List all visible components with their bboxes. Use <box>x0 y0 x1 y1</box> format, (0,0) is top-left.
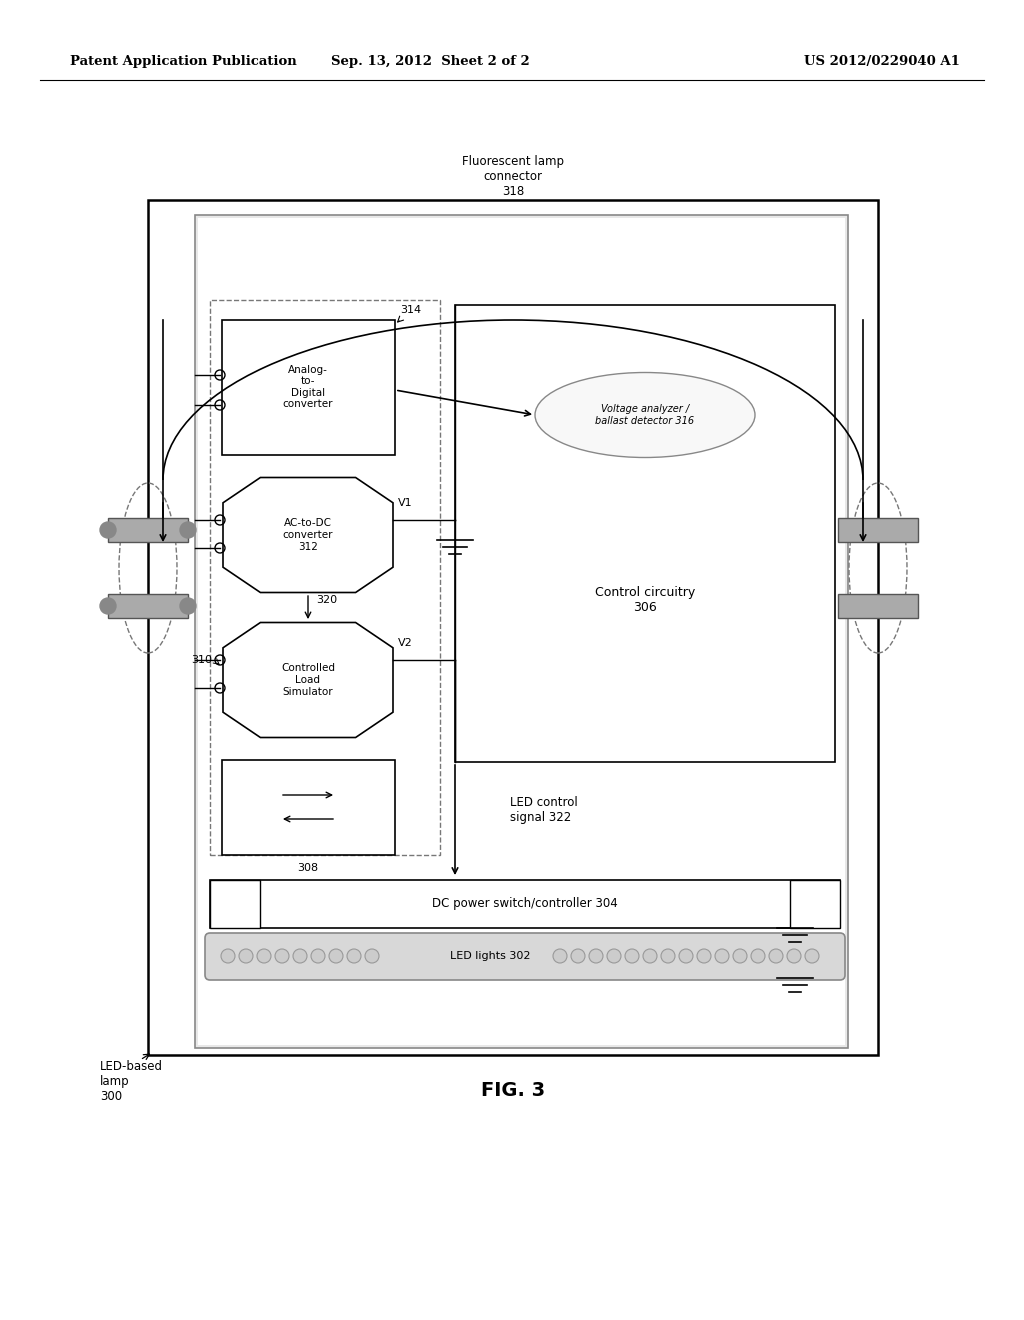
Text: DC power switch/controller 304: DC power switch/controller 304 <box>432 898 617 911</box>
Text: Sep. 13, 2012  Sheet 2 of 2: Sep. 13, 2012 Sheet 2 of 2 <box>331 55 529 69</box>
Circle shape <box>311 949 325 964</box>
Circle shape <box>769 949 783 964</box>
Bar <box>210 880 260 928</box>
Text: 308: 308 <box>297 863 318 873</box>
Text: LED control
signal 322: LED control signal 322 <box>510 796 578 824</box>
Text: Voltage analyzer /
ballast detector 316: Voltage analyzer / ballast detector 316 <box>595 404 694 426</box>
Text: LED-based
lamp
300: LED-based lamp 300 <box>100 1060 163 1104</box>
Circle shape <box>662 949 675 964</box>
Bar <box>148 201 878 1055</box>
Circle shape <box>787 949 801 964</box>
Circle shape <box>257 949 271 964</box>
Bar <box>790 880 840 928</box>
Bar <box>455 305 835 762</box>
Circle shape <box>625 949 639 964</box>
Bar <box>108 517 188 543</box>
Bar <box>222 760 395 855</box>
Polygon shape <box>223 478 393 593</box>
Circle shape <box>805 949 819 964</box>
Text: FIG. 3: FIG. 3 <box>481 1081 545 1100</box>
Circle shape <box>571 949 585 964</box>
Text: AC-to-DC
converter
312: AC-to-DC converter 312 <box>283 519 333 552</box>
Circle shape <box>293 949 307 964</box>
Circle shape <box>643 949 657 964</box>
Circle shape <box>180 598 196 614</box>
Circle shape <box>100 521 116 539</box>
Circle shape <box>180 521 196 539</box>
Text: 320: 320 <box>316 595 337 605</box>
Circle shape <box>697 949 711 964</box>
Circle shape <box>733 949 746 964</box>
Circle shape <box>715 949 729 964</box>
Circle shape <box>365 949 379 964</box>
Bar <box>210 300 440 855</box>
FancyBboxPatch shape <box>205 933 845 979</box>
Text: Controlled
Load
Simulator: Controlled Load Simulator <box>281 664 335 697</box>
Bar <box>838 517 918 543</box>
Bar <box>198 218 845 1045</box>
Ellipse shape <box>535 372 755 458</box>
Circle shape <box>751 949 765 964</box>
Text: US 2012/0229040 A1: US 2012/0229040 A1 <box>804 55 961 69</box>
Circle shape <box>589 949 603 964</box>
Text: Analog-
to-
Digital
converter: Analog- to- Digital converter <box>283 364 333 409</box>
Text: Patent Application Publication: Patent Application Publication <box>70 55 297 69</box>
Circle shape <box>221 949 234 964</box>
Text: V1: V1 <box>398 498 413 508</box>
Circle shape <box>100 598 116 614</box>
Text: V2: V2 <box>398 638 413 648</box>
Circle shape <box>679 949 693 964</box>
Text: 310: 310 <box>191 655 212 665</box>
Text: Control circuitry
306: Control circuitry 306 <box>595 586 695 614</box>
Circle shape <box>329 949 343 964</box>
Bar <box>222 319 395 455</box>
Circle shape <box>347 949 361 964</box>
Text: Fluorescent lamp
connector
318: Fluorescent lamp connector 318 <box>462 154 564 198</box>
Bar <box>210 880 840 928</box>
Bar <box>195 215 848 1048</box>
Circle shape <box>607 949 621 964</box>
Circle shape <box>239 949 253 964</box>
Bar <box>838 594 918 618</box>
Circle shape <box>275 949 289 964</box>
Bar <box>108 594 188 618</box>
Polygon shape <box>223 623 393 738</box>
Circle shape <box>553 949 567 964</box>
Text: 314: 314 <box>400 305 421 315</box>
Text: LED lights 302: LED lights 302 <box>450 950 530 961</box>
